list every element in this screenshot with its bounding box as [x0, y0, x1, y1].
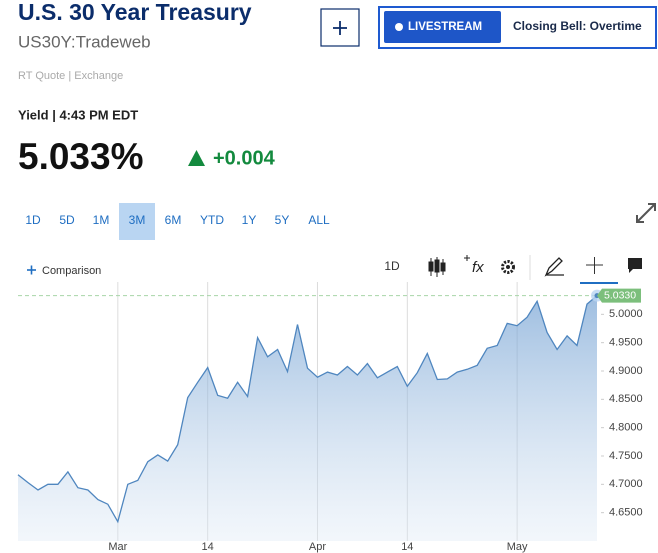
range-tab[interactable]: 1M — [93, 213, 110, 227]
livestream-show[interactable]: Closing Bell: Overtime — [513, 19, 642, 33]
y-tick-label: 4.7000 — [609, 478, 643, 490]
livestream-banner[interactable]: LIVESTREAM Closing Bell: Overtime — [378, 6, 657, 49]
study-button[interactable]: fx — [472, 259, 484, 276]
y-tick-label: 4.9000 — [609, 365, 643, 377]
y-tick-label: 4.7500 — [609, 450, 643, 462]
crosshair-icon[interactable] — [586, 257, 603, 274]
range-tab[interactable]: ALL — [308, 213, 330, 227]
y-tick-label: 4.9500 — [609, 337, 643, 349]
toolbar: Comparison 1D fx — [27, 255, 642, 284]
livestream-label[interactable]: LIVESTREAM — [408, 21, 482, 33]
chart: 4.6500 4.7000 4.7500 4.8000 4.8500 4.9000 4.95… — [17, 282, 643, 553]
last-price: 5.033% — [18, 136, 144, 177]
comment-icon[interactable] — [628, 258, 642, 273]
up-arrow — [188, 150, 205, 166]
range-tab[interactable]: 5Y — [275, 213, 290, 227]
range-tabs: 1D 5D 1M 3M 6M YTD 1Y 5Y ALL — [25, 203, 330, 240]
x-tick-label: 14 — [202, 541, 214, 553]
x-tick-label: Mar — [108, 541, 127, 553]
expand-icon[interactable] — [636, 203, 656, 223]
settings-icon[interactable] — [501, 260, 515, 274]
symbol: US30Y:Tradeweb — [18, 32, 151, 51]
y-tick-label: 4.6500 — [609, 507, 643, 519]
price-change: +0.004 — [213, 147, 276, 169]
range-tab[interactable]: 6M — [165, 213, 182, 227]
range-tab[interactable]: 5D — [59, 213, 75, 227]
y-tick-label: 5.0000 — [609, 308, 643, 320]
range-tab[interactable]: 1D — [25, 213, 41, 227]
x-tick-label: 14 — [401, 541, 413, 553]
range-tab[interactable]: 3M — [129, 213, 146, 227]
comparison-button[interactable]: Comparison — [42, 265, 101, 277]
last-value-label: 5.0330 — [604, 289, 636, 301]
range-tab[interactable]: YTD — [200, 213, 224, 227]
title: U.S. 30 Year Treasury — [18, 0, 252, 25]
candle-icon[interactable] — [428, 257, 446, 277]
y-tick-label: 4.8000 — [609, 422, 643, 434]
draw-icon[interactable] — [544, 257, 564, 277]
y-tick-label: 4.8500 — [609, 393, 643, 405]
line — [17, 295, 598, 524]
interval-button[interactable]: 1D — [384, 259, 400, 273]
last-value-box — [597, 288, 641, 303]
range-tab-selected — [119, 203, 155, 240]
quote-source: RT Quote | Exchange — [18, 70, 123, 82]
area-fill — [18, 295, 597, 541]
x-tick-label: May — [507, 541, 528, 553]
time-label: Yield | 4:43 PM EDT — [18, 107, 138, 122]
x-tick-label: Apr — [309, 541, 326, 553]
range-tab[interactable]: 1Y — [242, 213, 257, 227]
add-button[interactable] — [320, 8, 360, 47]
